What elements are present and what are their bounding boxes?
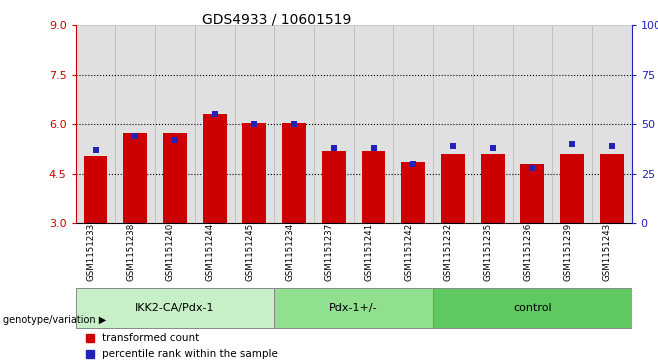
Bar — [600, 154, 624, 223]
Text: percentile rank within the sample: percentile rank within the sample — [103, 349, 278, 359]
Text: GSM1151245: GSM1151245 — [245, 223, 255, 281]
Text: GSM1151240: GSM1151240 — [166, 223, 175, 281]
Bar — [155, 25, 195, 223]
Bar — [84, 156, 107, 223]
Bar — [592, 25, 632, 223]
Bar — [362, 151, 386, 223]
Text: GSM1151239: GSM1151239 — [563, 223, 572, 281]
Bar — [433, 287, 632, 328]
Bar — [115, 25, 155, 223]
Bar — [76, 287, 274, 328]
Text: genotype/variation ▶: genotype/variation ▶ — [3, 315, 107, 325]
Text: GSM1151243: GSM1151243 — [603, 223, 612, 281]
Bar — [242, 123, 266, 223]
Text: GSM1151235: GSM1151235 — [484, 223, 493, 281]
Bar — [274, 287, 433, 328]
Bar — [282, 123, 306, 223]
Text: control: control — [513, 303, 551, 313]
Bar — [76, 25, 115, 223]
Bar — [274, 25, 314, 223]
Bar — [401, 162, 425, 223]
Text: GSM1151237: GSM1151237 — [325, 223, 334, 281]
Bar — [354, 25, 393, 223]
Text: GSM1151233: GSM1151233 — [87, 223, 95, 281]
Text: GSM1151242: GSM1151242 — [404, 223, 413, 281]
Bar — [560, 154, 584, 223]
Text: GSM1151232: GSM1151232 — [444, 223, 453, 281]
Text: GSM1151238: GSM1151238 — [126, 223, 136, 281]
Bar — [195, 25, 234, 223]
Bar — [393, 25, 433, 223]
Text: GSM1151236: GSM1151236 — [523, 223, 532, 281]
Bar — [234, 25, 274, 223]
Bar — [322, 151, 345, 223]
Bar — [123, 132, 147, 223]
Text: GSM1151241: GSM1151241 — [365, 223, 374, 281]
Bar — [513, 25, 552, 223]
Text: GSM1151234: GSM1151234 — [285, 223, 294, 281]
Text: GSM1151244: GSM1151244 — [206, 223, 215, 281]
Bar — [433, 25, 473, 223]
Bar — [441, 154, 465, 223]
Bar — [473, 25, 513, 223]
Bar — [481, 154, 505, 223]
Text: transformed count: transformed count — [103, 333, 199, 343]
Bar — [203, 114, 226, 223]
Bar — [520, 164, 544, 223]
Text: IKK2-CA/Pdx-1: IKK2-CA/Pdx-1 — [135, 303, 215, 313]
Text: Pdx-1+/-: Pdx-1+/- — [330, 303, 378, 313]
Text: GDS4933 / 10601519: GDS4933 / 10601519 — [201, 13, 351, 27]
Bar — [552, 25, 592, 223]
Bar — [314, 25, 354, 223]
Bar — [163, 132, 187, 223]
